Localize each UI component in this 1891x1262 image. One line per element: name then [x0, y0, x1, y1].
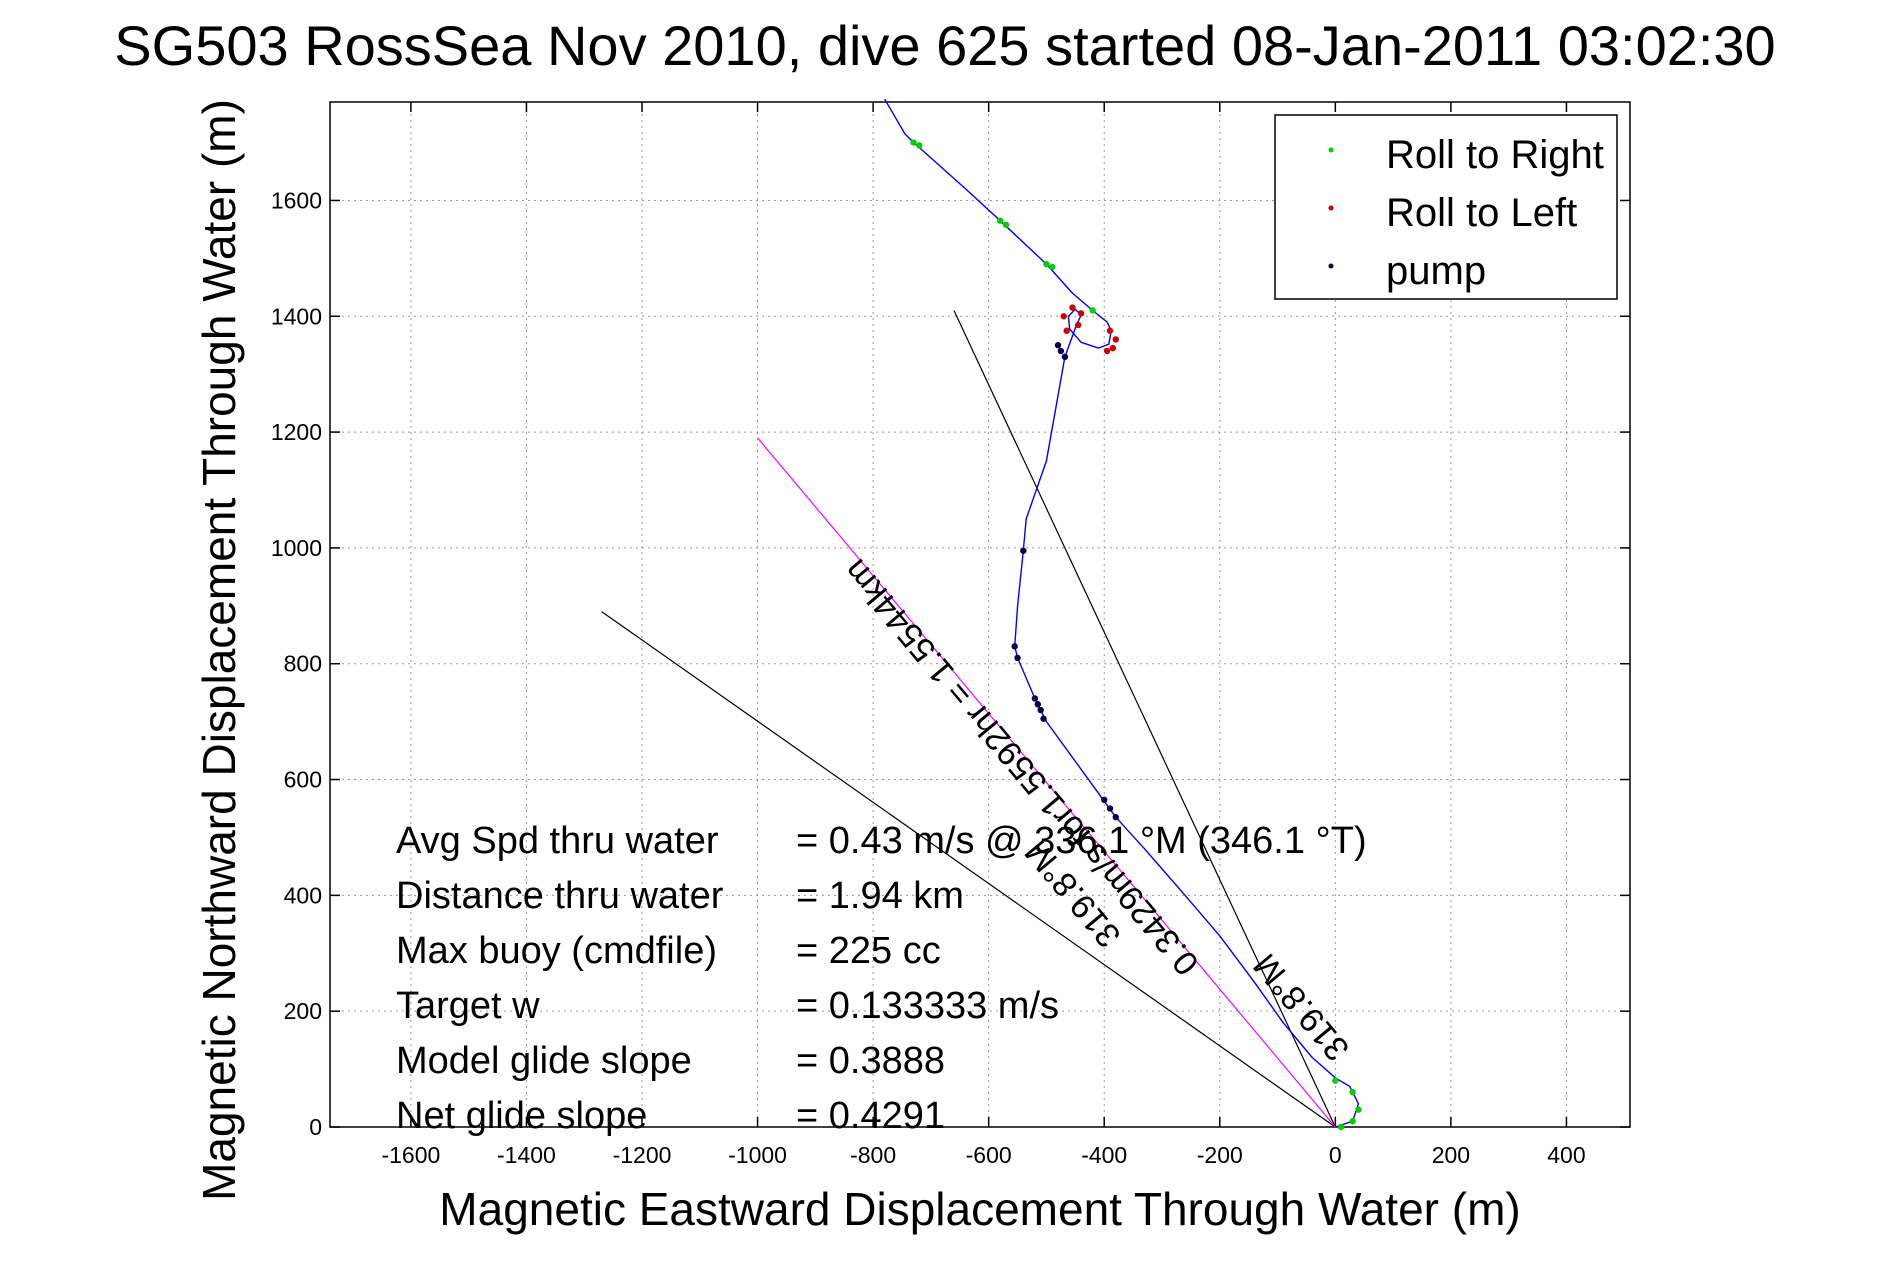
stat-value: = 0.133333 m/s [796, 985, 1059, 1027]
event-marker [1349, 1118, 1356, 1125]
event-marker [1054, 342, 1062, 349]
event-marker [1103, 347, 1111, 355]
glide-line [757, 437, 1336, 1128]
y-axis-label: Magnetic Northward Displacement Through … [193, 99, 245, 1201]
legend-label-roll-right: Roll to Right [1386, 133, 1604, 177]
legend-label-pump: pump [1386, 249, 1486, 293]
y-tick-label: 800 [284, 651, 322, 677]
stat-value: = 225 cc [796, 930, 941, 972]
x-tick-label: -1600 [381, 1142, 440, 1168]
event-marker [1011, 643, 1018, 650]
x-tick-label: -400 [1081, 1142, 1127, 1168]
y-tick-label: 1000 [271, 535, 322, 561]
x-tick-label: -1000 [728, 1142, 787, 1168]
stat-label: Net glide slope [396, 1095, 647, 1137]
y-tick-label: 1600 [271, 187, 322, 213]
x-tick-label: 0 [1329, 1142, 1342, 1168]
event-marker [1101, 796, 1108, 804]
stat-label: Model glide slope [396, 1040, 692, 1082]
stat-label: Distance thru water [396, 875, 724, 917]
event-marker [1060, 313, 1067, 320]
event-marker [1040, 715, 1047, 722]
event-marker [1075, 321, 1082, 329]
stat-value: = 0.4291 [796, 1095, 945, 1137]
axis-ticks: -1600 -1400 -1200 -1000 -800 -600 -400 -200 0 200… [271, 102, 1630, 1168]
legend-label-roll-left: Roll to Left [1386, 191, 1577, 235]
stat-value: = 0.3888 [796, 1040, 945, 1082]
x-tick-label: -1400 [497, 1142, 556, 1168]
event-marker [1089, 307, 1096, 314]
stat-value: = 1.94 km [796, 875, 964, 917]
event-marker [1112, 336, 1119, 343]
event-marker [1106, 805, 1114, 812]
sector-line [953, 310, 1336, 1128]
event-marker [1337, 1123, 1345, 1131]
event-marker [1106, 327, 1114, 334]
track-line [884, 98, 1360, 1128]
event-marker [1043, 260, 1050, 268]
x-axis-label: Magnetic Eastward Displacement Through W… [439, 1183, 1520, 1235]
event-marker [1020, 547, 1027, 554]
event-marker [1063, 327, 1070, 334]
track-layer [884, 98, 1360, 1128]
y-tick-label: 1400 [271, 303, 322, 329]
event-marker [1109, 344, 1117, 352]
reference-lines [601, 310, 1336, 1128]
event-marker [1002, 221, 1010, 228]
event-marker [997, 217, 1004, 224]
stats-block: Avg Spd thru water = 0.43 m/s @ 336.1 °M… [396, 820, 1367, 1137]
stat-label: Max buoy (cmdfile) [396, 930, 717, 972]
y-tick-label: 1200 [271, 419, 322, 445]
event-marker [1112, 813, 1119, 821]
event-marker [916, 142, 923, 149]
y-tick-label: 400 [284, 882, 322, 908]
event-markers [910, 139, 1362, 1131]
event-marker [1034, 701, 1041, 708]
y-tick-label: 0 [309, 1114, 322, 1140]
x-tick-label: 400 [1547, 1142, 1585, 1168]
event-marker [1049, 263, 1056, 271]
event-marker [1061, 353, 1069, 361]
event-marker [1349, 1089, 1356, 1096]
x-tick-label: -1200 [613, 1142, 672, 1168]
x-tick-label: -200 [1197, 1142, 1243, 1168]
event-marker [1332, 1077, 1339, 1084]
event-marker [1014, 654, 1021, 662]
event-marker [1069, 304, 1076, 311]
x-tick-label: -600 [966, 1142, 1012, 1168]
stat-label: Target w [396, 985, 540, 1027]
y-tick-label: 600 [284, 767, 322, 793]
event-marker [1037, 706, 1044, 714]
legend-marker-pump [1328, 263, 1334, 269]
plot-area-frame [329, 101, 1631, 1128]
sector-line [601, 611, 1336, 1128]
stat-label: Avg Spd thru water [396, 820, 719, 862]
legend-marker-roll-left [1328, 205, 1334, 211]
x-tick-label: -800 [850, 1142, 896, 1168]
event-marker [1057, 347, 1065, 355]
legend: Roll to Right Roll to Left pump [1274, 114, 1618, 300]
chart-title: SG503 RossSea Nov 2010, dive 625 started… [114, 14, 1775, 77]
event-marker [1077, 310, 1085, 317]
event-marker [1031, 695, 1039, 702]
event-marker [1355, 1106, 1362, 1113]
legend-marker-roll-right [1328, 147, 1334, 153]
y-tick-label: 200 [284, 998, 322, 1024]
event-marker [910, 139, 917, 146]
x-tick-label: 200 [1432, 1142, 1470, 1168]
stat-value: = 0.43 m/s @ 336.1 °M (346.1 °T) [796, 820, 1367, 862]
